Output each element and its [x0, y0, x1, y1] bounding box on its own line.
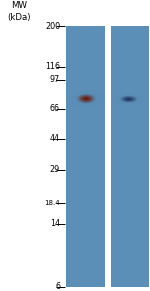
Bar — [66, 26, 105, 287]
Text: MW: MW — [12, 1, 27, 10]
Text: 14: 14 — [50, 219, 60, 228]
Text: 200: 200 — [45, 22, 60, 31]
Text: 97: 97 — [50, 75, 60, 84]
Text: 29: 29 — [50, 165, 60, 174]
Text: 116: 116 — [45, 62, 60, 71]
Bar — [111, 26, 148, 287]
Text: 44: 44 — [50, 134, 60, 143]
Text: 6: 6 — [55, 282, 60, 291]
Text: 66: 66 — [50, 104, 60, 113]
Text: (kDa): (kDa) — [8, 13, 31, 22]
Text: 18.4: 18.4 — [44, 200, 60, 206]
